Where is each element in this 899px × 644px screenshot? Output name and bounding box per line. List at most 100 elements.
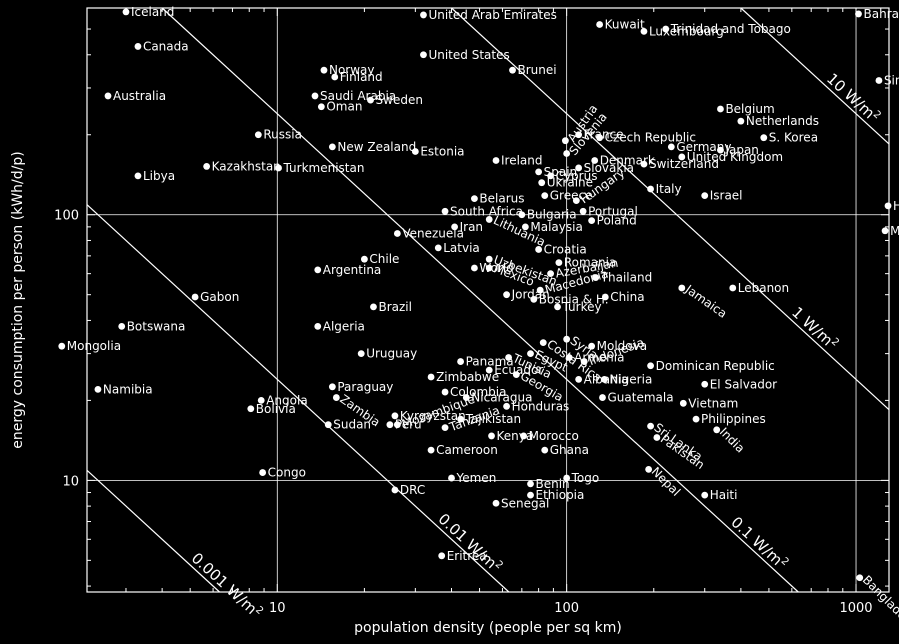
point-turkey: Turkey — [554, 300, 602, 314]
point-marker — [448, 474, 455, 482]
point-label: United States — [428, 48, 509, 62]
point-marker — [856, 574, 864, 582]
point-botswana: Botswana — [118, 319, 185, 333]
point-bolivia: Bolivia — [247, 402, 296, 416]
point-luxembourg: Luxembourg — [640, 24, 724, 38]
point-marker — [592, 274, 600, 281]
point-portugal: Portugal — [579, 204, 638, 218]
point-marker — [122, 8, 130, 16]
point-paraguay: Paraguay — [328, 380, 393, 394]
point-label: Tajikistan — [465, 412, 522, 426]
point-label: S. Korea — [769, 131, 818, 145]
point-label: Kyrgyzstan — [400, 409, 466, 423]
point-label: Guatemala — [607, 391, 673, 405]
point-world: World — [471, 261, 514, 275]
point-panama: Panama — [457, 355, 514, 369]
point-label: Switzerland — [649, 157, 719, 171]
point-bosnia-h: Bosnia & H. — [530, 292, 609, 306]
point-israel: Israel — [701, 189, 743, 203]
point-label: Moldova — [597, 339, 647, 353]
point-algeria: Algeria — [314, 319, 365, 333]
point-marker — [386, 421, 394, 429]
point-marker — [58, 342, 66, 350]
y-axis-title: energy consumption per person (kWh/d/p) — [10, 151, 26, 448]
point-label: World — [479, 261, 513, 275]
point-venezuela: Venezuela — [393, 226, 464, 240]
point-marker — [575, 375, 583, 383]
point-marker — [275, 164, 282, 172]
point-south-africa: South Africa — [441, 204, 523, 218]
point-france: France — [575, 128, 624, 142]
point-drc: DRC — [391, 483, 425, 497]
point-united-arab-emirates: United Arab Emirates — [420, 8, 557, 22]
point-label: Benin — [536, 477, 570, 491]
point-thailand: Thailand — [592, 271, 652, 285]
point-marker — [667, 143, 675, 151]
point-marker — [317, 103, 325, 111]
point-marker — [434, 244, 442, 252]
point-romania: Romania — [555, 256, 616, 270]
point-label: DRC — [400, 483, 425, 497]
point-marker — [457, 415, 464, 423]
point-kenya: Kenya — [488, 429, 533, 443]
point-label: Saudi Arabia — [320, 89, 396, 103]
point-label: Malta — [890, 224, 899, 238]
axes: 10 100 1000 10 100 — [54, 7, 889, 616]
point-belgium: Belgium — [717, 102, 775, 116]
point-marker — [367, 96, 374, 104]
point-marker — [575, 131, 583, 139]
power-line — [86, 469, 220, 593]
point-marker — [596, 134, 604, 142]
point-marker — [485, 366, 493, 374]
power-line — [451, 7, 890, 411]
point-label: Cyprus — [556, 169, 598, 183]
point-kyrgyzstan: Kyrgyzstan — [391, 409, 466, 423]
point-label: Ghana — [550, 443, 589, 457]
point-switzerland: Switzerland — [640, 157, 719, 171]
point-label: Canada — [143, 39, 189, 53]
point-kuwait: Kuwait — [596, 18, 645, 32]
point-label: Argentina — [323, 263, 382, 277]
point-philippines: Philippines — [692, 412, 766, 426]
point-oman: Oman — [317, 100, 362, 114]
point-marker — [701, 491, 709, 499]
point-marker — [547, 172, 554, 180]
point-canada: Canada — [134, 39, 189, 53]
point-marker — [324, 421, 332, 429]
point-marker — [855, 10, 862, 18]
point-label: Ethiopia — [536, 488, 585, 502]
point-ghana: Ghana — [541, 443, 589, 457]
point-croatia: Croatia — [535, 242, 587, 256]
point-marker — [527, 350, 534, 358]
point-malta: Malta — [881, 224, 899, 238]
point-china: China — [601, 290, 645, 304]
point-russia: Russia — [254, 128, 302, 142]
point-marker — [438, 552, 446, 560]
point-united-states: United States — [420, 48, 510, 62]
plot-frame — [86, 7, 890, 593]
x-tick-label: 10 — [269, 601, 286, 616]
point-marker — [538, 179, 546, 187]
point-marker — [536, 286, 544, 294]
point-label: Bulgaria — [527, 208, 577, 222]
point-lebanon: Lebanon — [729, 281, 789, 295]
point-marker — [492, 157, 500, 164]
point-poland: Poland — [588, 214, 637, 228]
point-latvia: Latvia — [434, 241, 480, 255]
power-line — [86, 204, 510, 593]
point-italy: Italy — [647, 182, 682, 196]
point-mongolia: Mongolia — [58, 339, 121, 353]
point-jordan: Jordan — [503, 288, 550, 302]
point-label: Romania — [564, 256, 616, 270]
point-marker — [254, 131, 262, 139]
point-marker — [601, 293, 609, 301]
point-label: Kuwait — [605, 18, 645, 32]
point-hong-kong: Hong Kong — [884, 199, 899, 213]
point-label: Slovakia — [584, 161, 634, 175]
point-marker — [104, 92, 112, 100]
point-label: Cameroon — [436, 443, 498, 457]
point-label: France — [584, 128, 624, 142]
point-marker — [701, 380, 709, 388]
point-label: Russia — [263, 128, 302, 142]
point-marker — [485, 264, 493, 272]
